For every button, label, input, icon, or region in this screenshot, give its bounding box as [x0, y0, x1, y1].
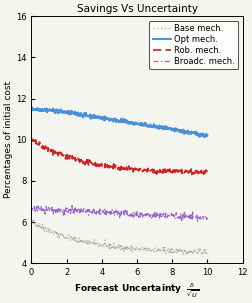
Broadc. mech. [174, 211, 177, 215]
Rob. mech. [135, 168, 138, 171]
Base mech. [174, 248, 177, 252]
Rob. mech. [125, 165, 128, 169]
Y-axis label: Percentages of initial cost: Percentages of initial cost [4, 81, 13, 198]
Base mech. [31, 218, 34, 221]
Title: Savings Vs Uncertainty: Savings Vs Uncertainty [77, 4, 198, 14]
Opt mech. [125, 121, 129, 125]
X-axis label: Forecast Uncertainty  $\frac{\delta}{\sqrt{U}}$: Forecast Uncertainty $\frac{\delta}{\sqr… [74, 281, 200, 299]
Rob. mech. [115, 166, 118, 170]
Opt mech. [135, 122, 138, 125]
Opt mech. [203, 135, 206, 139]
Rob. mech. [202, 173, 205, 176]
Rob. mech. [30, 136, 33, 140]
Rob. mech. [202, 173, 205, 177]
Base mech. [135, 246, 138, 250]
Opt mech. [30, 106, 33, 110]
Rob. mech. [113, 166, 116, 170]
Opt mech. [206, 133, 209, 137]
Line: Broadc. mech.: Broadc. mech. [32, 205, 207, 222]
Base mech. [196, 253, 199, 257]
Opt mech. [30, 105, 33, 109]
Rob. mech. [174, 170, 177, 174]
Opt mech. [202, 133, 205, 137]
Base mech. [115, 245, 118, 249]
Broadc. mech. [115, 211, 118, 215]
Line: Opt mech.: Opt mech. [32, 107, 207, 137]
Base mech. [125, 248, 129, 252]
Legend: Base mech., Opt mech., Rob. mech., Broadc. mech.: Base mech., Opt mech., Rob. mech., Broad… [149, 21, 238, 69]
Base mech. [202, 249, 205, 252]
Broadc. mech. [202, 215, 205, 219]
Base mech. [30, 218, 33, 222]
Broadc. mech. [114, 210, 117, 213]
Line: Rob. mech.: Rob. mech. [32, 138, 207, 175]
Broadc. mech. [206, 217, 209, 221]
Base mech. [206, 252, 209, 256]
Broadc. mech. [135, 211, 138, 214]
Broadc. mech. [196, 220, 199, 224]
Broadc. mech. [125, 209, 129, 213]
Line: Base mech.: Base mech. [32, 219, 207, 255]
Base mech. [114, 246, 117, 250]
Opt mech. [115, 120, 118, 123]
Broadc. mech. [71, 204, 74, 207]
Broadc. mech. [30, 205, 33, 209]
Rob. mech. [206, 170, 209, 174]
Opt mech. [114, 117, 117, 120]
Opt mech. [174, 129, 177, 132]
